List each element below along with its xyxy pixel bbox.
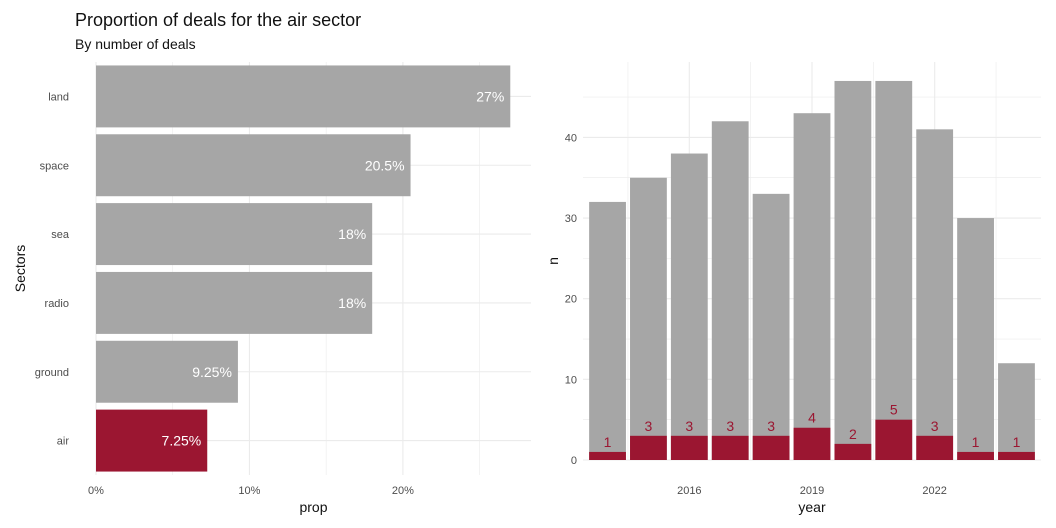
data-label-2019: 4 [808,410,816,426]
data-label-ground: 9.25% [192,364,232,380]
bar-total-2014 [589,201,626,460]
data-label-sea: 18% [338,226,366,242]
y-tick-label-ground: ground [35,367,69,379]
chart-subtitle: By number of deals [75,36,196,52]
y-tick-label-space: space [40,160,69,172]
data-label-radio: 18% [338,295,366,311]
y-tick-label: 30 [565,213,577,225]
bar-air-2020 [834,443,872,460]
bar-air-2014 [589,451,626,460]
bar-total-2016 [670,153,708,461]
bar-total-2024 [998,363,1035,460]
x-tick-label: 0% [88,485,104,497]
x-tick-label: 2022 [922,485,946,497]
bar-space [96,134,411,197]
bar-total-2022 [916,129,954,461]
bar-total-2015 [630,177,667,460]
y-tick-label-sea: sea [51,229,70,241]
x-tick-label: 10% [238,485,260,497]
bar-land [96,65,511,128]
bar-air-2015 [630,435,667,460]
x-axis-title: year [798,499,826,515]
bar-radio [96,271,373,334]
data-label-2024: 1 [1013,434,1021,450]
bar-air-2019 [793,427,831,460]
x-tick-label: 2019 [800,485,824,497]
bar-total-2023 [957,218,994,460]
bar-air-2017 [711,435,749,460]
y-tick-label-radio: radio [45,298,69,310]
bar-air-2024 [998,451,1035,460]
x-tick-label: 2016 [677,485,701,497]
chart-title: Proportion of deals for the air sector [75,10,362,30]
bar-air-2018 [752,435,790,460]
y-axis-title: Sectors [12,245,28,292]
bar-air [96,409,208,472]
bar-air-2021 [875,419,913,460]
y-tick-label: 0 [571,455,577,467]
y-tick-label: 40 [565,132,577,144]
data-label-air: 7.25% [162,433,202,449]
data-label-2023: 1 [972,434,980,450]
data-label-2022: 3 [931,418,939,434]
bar-total-2019 [793,113,831,460]
data-label-land: 27% [476,88,504,104]
x-tick-label: 20% [392,485,414,497]
bar-total-2017 [711,121,749,460]
bar-ground [96,340,238,403]
x-axis-title: prop [299,499,327,515]
data-label-2015: 3 [645,418,653,434]
data-label-2020: 2 [849,426,857,442]
bar-total-2018 [752,193,790,461]
bar-air-2022 [916,435,954,460]
data-label-2014: 1 [604,434,612,450]
y-tick-label-land: land [48,91,69,103]
bar-total-2021 [875,80,913,460]
data-label-2021: 5 [890,402,898,418]
y-axis-title: n [545,257,561,265]
y-tick-label-air: air [57,436,70,448]
data-label-space: 20.5% [365,157,405,173]
y-tick-label: 10 [565,374,577,386]
y-tick-label: 20 [565,294,577,306]
data-label-2016: 3 [685,418,693,434]
bar-sea [96,203,373,266]
bar-air-2016 [670,435,708,460]
bar-air-2023 [957,451,994,460]
data-label-2018: 3 [767,418,775,434]
data-label-2017: 3 [726,418,734,434]
bar-total-2020 [834,80,872,460]
